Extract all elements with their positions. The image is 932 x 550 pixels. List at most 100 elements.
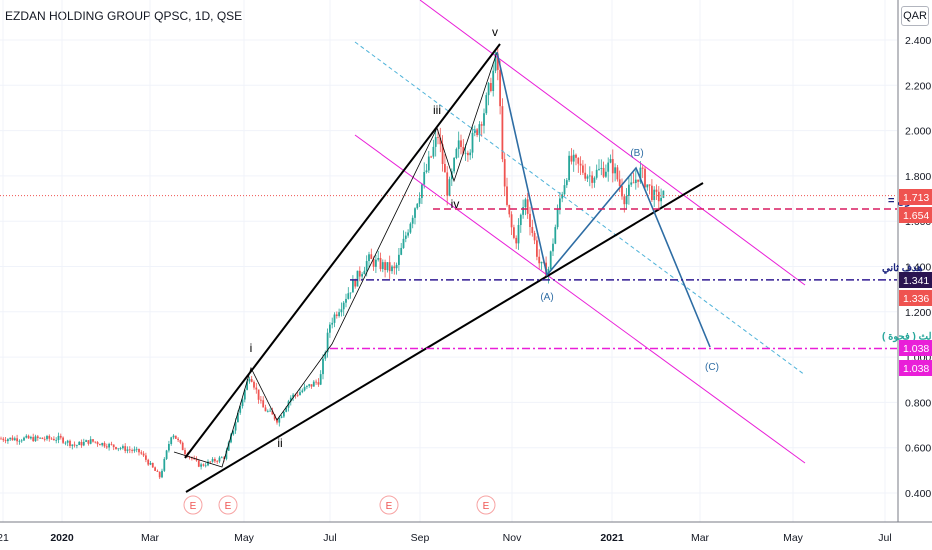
candle-body <box>85 440 87 442</box>
candle <box>303 383 306 392</box>
candle-body <box>660 197 662 202</box>
channel-upper-line <box>419 0 806 286</box>
candle-body <box>308 384 311 386</box>
candle-body <box>487 83 490 96</box>
candle-body <box>156 470 159 472</box>
candle-body <box>611 159 614 174</box>
x-tick-label: Sep <box>411 532 430 544</box>
candle <box>239 405 242 415</box>
candle <box>108 442 110 451</box>
candle <box>519 213 522 233</box>
candle-body <box>464 152 467 154</box>
candle-body <box>342 302 345 310</box>
candle <box>644 166 646 189</box>
candle-body <box>662 190 665 198</box>
channel-mid-line <box>354 41 806 376</box>
candle <box>331 317 334 329</box>
candle-body <box>556 209 559 228</box>
candle <box>200 462 202 470</box>
candle <box>315 379 317 385</box>
candle <box>414 207 416 225</box>
candle <box>471 126 474 159</box>
candle <box>375 255 377 273</box>
candle <box>621 178 623 200</box>
candle <box>655 184 658 200</box>
candle <box>156 469 159 472</box>
candle <box>255 382 258 394</box>
y-tick-label: 2.200 <box>905 80 931 92</box>
candle-body <box>319 374 322 385</box>
candle-body <box>122 446 124 449</box>
candle-body <box>540 261 543 264</box>
event-marker-label: E <box>190 501 197 512</box>
candle-body <box>358 270 361 277</box>
candle-body <box>533 232 536 241</box>
candle <box>283 411 285 418</box>
candle <box>66 439 69 447</box>
candle-body <box>572 154 575 162</box>
candle <box>322 354 324 380</box>
candle-body <box>646 184 649 188</box>
price-label-text: 1.038 <box>903 343 929 355</box>
candle <box>216 460 219 465</box>
candle <box>607 157 610 182</box>
candle-body <box>149 462 152 465</box>
candle-body <box>80 441 83 446</box>
event-marker-circle <box>218 495 238 515</box>
candle-body <box>335 314 338 317</box>
candle <box>533 230 536 245</box>
candle <box>280 415 283 419</box>
candle <box>460 134 462 155</box>
candle-body <box>653 189 656 201</box>
candle <box>591 171 593 189</box>
candle <box>154 466 156 471</box>
candle-body <box>347 293 350 299</box>
price-label: 1.341 <box>899 272 932 288</box>
candle-body <box>386 262 389 271</box>
candle-body <box>377 257 380 260</box>
candle-body <box>365 261 368 271</box>
candle-body <box>168 444 170 451</box>
candle-body <box>409 223 412 233</box>
candle <box>510 211 513 235</box>
candle <box>444 153 446 173</box>
candle <box>430 155 432 158</box>
candle-body <box>651 185 653 201</box>
candle-body <box>361 274 363 277</box>
candle <box>570 148 573 165</box>
candle-body <box>602 167 605 177</box>
candle-body <box>243 389 246 400</box>
currency-button[interactable]: QAR <box>901 6 929 26</box>
candle-body <box>94 441 97 443</box>
candle-body <box>621 185 623 197</box>
y-tick-label: 2.400 <box>905 35 931 47</box>
candle <box>503 152 506 196</box>
candle <box>434 129 437 157</box>
candle <box>611 149 614 183</box>
candle <box>634 170 637 190</box>
candle <box>605 164 607 178</box>
candle-body <box>315 381 317 383</box>
candle-body <box>18 440 21 442</box>
candle-body <box>214 458 216 462</box>
candle <box>43 436 46 442</box>
candle <box>340 302 343 317</box>
candle <box>384 259 386 278</box>
candle-body <box>384 262 386 271</box>
candle-body <box>467 152 469 156</box>
price-label: 1.336 <box>899 290 932 306</box>
price-label-bg <box>899 189 932 205</box>
candle-body <box>478 124 481 136</box>
candle-body <box>618 179 621 186</box>
candle <box>352 275 354 293</box>
event-marker: E <box>379 495 399 515</box>
candle-body <box>271 410 274 415</box>
candle-body <box>623 196 626 205</box>
candle-body <box>306 385 308 387</box>
candle <box>76 444 78 449</box>
price-label-bg <box>899 340 932 356</box>
candle-body <box>154 467 156 471</box>
x-tick-label: 2020 <box>50 532 74 544</box>
candle-body <box>43 438 46 440</box>
